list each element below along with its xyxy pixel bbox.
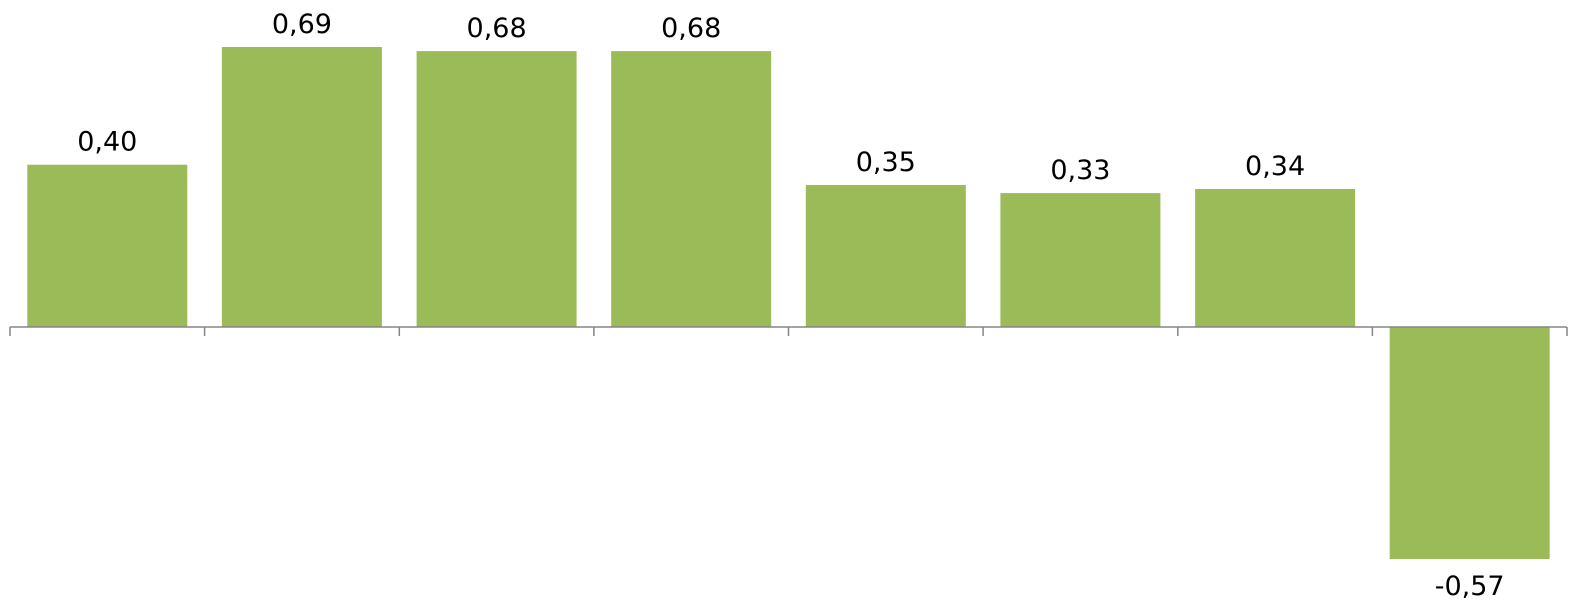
bar-7 bbox=[1195, 189, 1356, 327]
bar-3 bbox=[416, 51, 577, 327]
bar-8 bbox=[1389, 327, 1550, 559]
data-label-2: 0,69 bbox=[272, 9, 332, 40]
data-label-3: 0,68 bbox=[467, 13, 527, 44]
data-label-7: 0,34 bbox=[1245, 151, 1305, 182]
x-axis bbox=[9, 326, 1568, 336]
data-label-1: 0,40 bbox=[77, 127, 137, 158]
data-label-4: 0,68 bbox=[661, 13, 721, 44]
data-label-8: -0,57 bbox=[1435, 571, 1505, 602]
bar-5 bbox=[805, 185, 966, 327]
bar-4 bbox=[611, 51, 772, 327]
bar-6 bbox=[1000, 193, 1161, 327]
bars-group bbox=[27, 47, 1550, 559]
data-labels-group: 0,40 0,69 0,68 0,68 0,35 0,33 0,34 -0,57 bbox=[77, 9, 1504, 602]
bar-1 bbox=[27, 164, 188, 327]
data-label-6: 0,33 bbox=[1050, 155, 1110, 186]
data-label-5: 0,35 bbox=[856, 147, 916, 178]
bar-2 bbox=[221, 47, 382, 327]
